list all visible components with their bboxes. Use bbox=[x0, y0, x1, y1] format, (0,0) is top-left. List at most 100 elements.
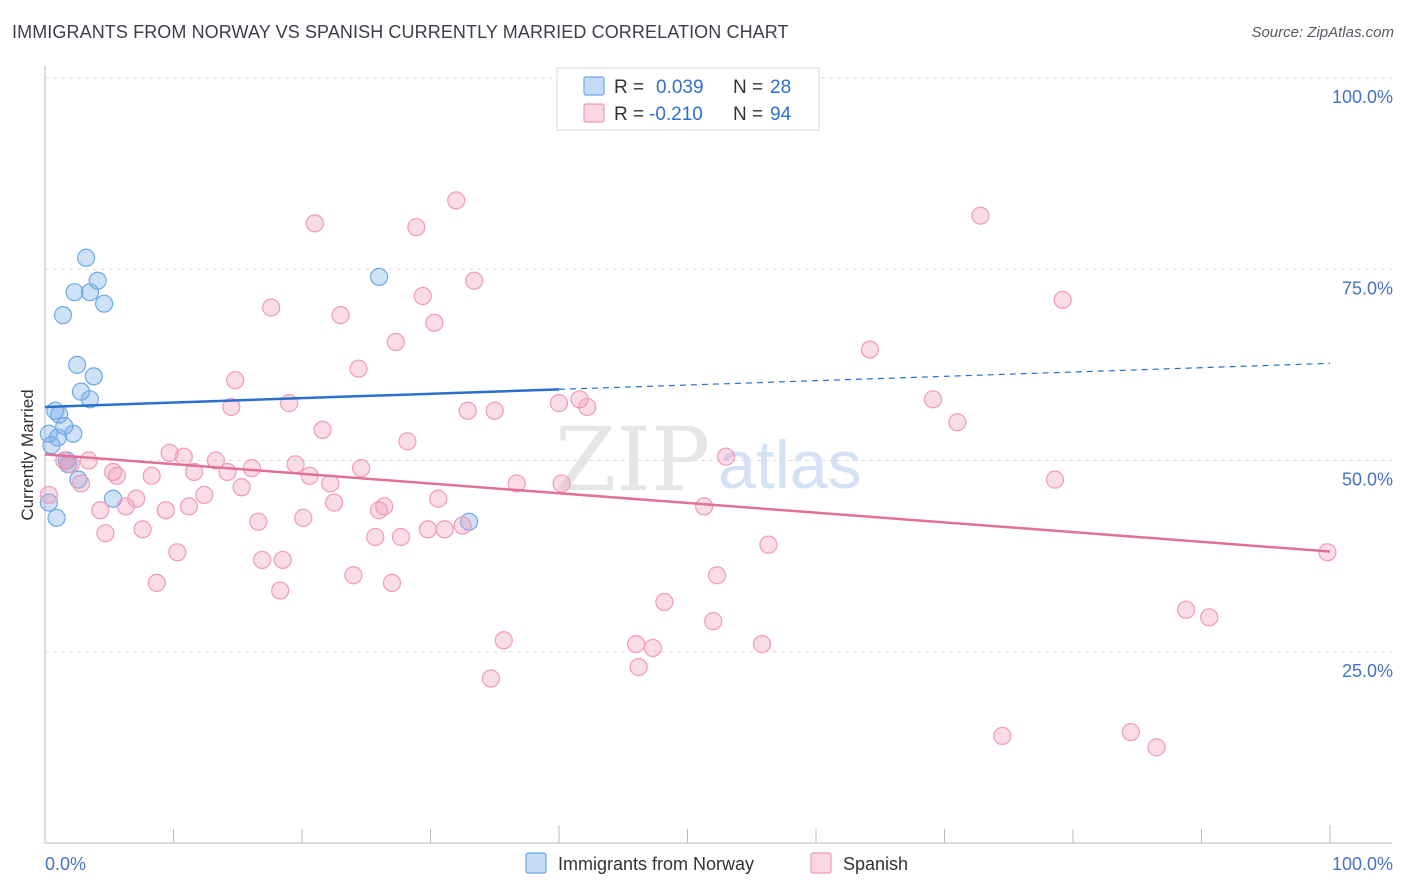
point-spanish bbox=[147, 573, 166, 593]
point-spanish bbox=[1176, 600, 1196, 619]
point-spanish bbox=[156, 501, 175, 520]
point-spanish bbox=[485, 401, 504, 420]
point-spanish bbox=[352, 459, 371, 478]
point-spanish bbox=[96, 524, 115, 543]
point-spanish bbox=[271, 581, 290, 600]
legend-r-value-norway: 0.039 bbox=[656, 77, 704, 98]
point-spanish bbox=[107, 466, 127, 485]
point-norway bbox=[95, 294, 114, 313]
point-norway bbox=[84, 367, 103, 386]
point-spanish bbox=[91, 501, 110, 520]
point-spanish bbox=[481, 669, 500, 688]
point-spanish bbox=[578, 397, 597, 417]
legend-swatch-spanish bbox=[583, 103, 605, 123]
point-spanish bbox=[465, 271, 484, 290]
point-spanish bbox=[398, 432, 417, 451]
legend-r-value-spanish: -0.210 bbox=[649, 104, 703, 125]
x-tick-label-start: 0.0% bbox=[45, 854, 86, 874]
point-spanish bbox=[375, 497, 394, 516]
legend-n-value-norway: 28 bbox=[770, 77, 791, 98]
point-spanish bbox=[142, 466, 161, 485]
point-spanish bbox=[133, 520, 152, 539]
point-norway bbox=[39, 424, 58, 443]
point-spanish bbox=[418, 520, 438, 539]
bottom-legend-label-spanish: Spanish bbox=[843, 854, 908, 874]
point-spanish bbox=[1200, 608, 1219, 627]
point-spanish bbox=[447, 191, 466, 210]
bottom-legend-swatch-spanish bbox=[810, 852, 832, 874]
legend-swatch-norway bbox=[583, 76, 605, 96]
point-norway bbox=[39, 493, 58, 512]
point-spanish bbox=[218, 462, 237, 482]
y-tick-label: 25.0% bbox=[1342, 661, 1393, 681]
point-spanish bbox=[704, 612, 723, 631]
point-spanish bbox=[305, 214, 324, 233]
point-spanish bbox=[331, 306, 350, 325]
watermark-atlas: atlas bbox=[718, 427, 862, 503]
point-spanish bbox=[413, 286, 432, 306]
point-spanish bbox=[160, 443, 179, 462]
point-spanish bbox=[1147, 738, 1166, 757]
point-spanish bbox=[752, 634, 772, 654]
point-spanish bbox=[391, 527, 411, 547]
point-spanish bbox=[195, 485, 214, 505]
point-spanish bbox=[948, 413, 967, 432]
point-spanish bbox=[1121, 722, 1140, 742]
point-spanish bbox=[179, 497, 199, 516]
point-spanish bbox=[971, 206, 990, 225]
point-spanish bbox=[429, 489, 448, 508]
y-tick-labels: 100.0% 75.0% 50.0% 25.0% bbox=[1332, 87, 1393, 681]
legend-box bbox=[556, 67, 820, 131]
point-norway bbox=[65, 283, 84, 302]
point-spanish bbox=[294, 508, 313, 527]
point-spanish bbox=[643, 638, 662, 658]
point-spanish bbox=[253, 550, 272, 570]
point-spanish bbox=[407, 218, 426, 237]
point-spanish bbox=[707, 566, 727, 585]
legend-n-value-spanish: 94 bbox=[770, 104, 792, 125]
point-spanish bbox=[226, 371, 245, 390]
point-spanish bbox=[262, 298, 281, 317]
legend-n-label-spanish: N = bbox=[733, 104, 763, 125]
trend-line-spanish bbox=[44, 453, 1331, 553]
point-norway bbox=[53, 306, 73, 325]
trend-lines bbox=[44, 362, 1331, 553]
point-spanish bbox=[695, 497, 714, 516]
point-spanish bbox=[655, 592, 674, 612]
point-spanish bbox=[386, 332, 405, 352]
point-spanish bbox=[71, 474, 91, 493]
point-spanish bbox=[507, 474, 526, 493]
point-spanish bbox=[79, 451, 98, 470]
point-spanish bbox=[174, 447, 193, 466]
x-tick-labels: 0.0% 100.0% bbox=[45, 854, 1393, 874]
legend-r-label-norway: R = bbox=[614, 77, 644, 98]
point-spanish bbox=[242, 459, 261, 478]
chart-title: IMMIGRANTS FROM NORWAY VS SPANISH CURREN… bbox=[12, 22, 789, 42]
point-spanish bbox=[425, 313, 444, 332]
point-spanish bbox=[1045, 470, 1065, 489]
point-spanish bbox=[313, 420, 332, 439]
point-spanish bbox=[127, 489, 146, 508]
point-spanish bbox=[206, 451, 226, 470]
bottom-legend-label-norway: Immigrants from Norway bbox=[558, 854, 754, 874]
point-spanish bbox=[382, 573, 402, 593]
point-spanish bbox=[184, 462, 204, 482]
grid-lines bbox=[45, 77, 1392, 653]
point-spanish bbox=[552, 474, 571, 493]
point-spanish bbox=[249, 512, 268, 531]
point-spanish bbox=[570, 390, 589, 409]
point-spanish bbox=[549, 394, 569, 413]
point-spanish bbox=[286, 455, 305, 474]
point-spanish bbox=[325, 493, 344, 512]
y-tick-label: 75.0% bbox=[1342, 278, 1393, 298]
point-spanish bbox=[435, 520, 454, 539]
point-spanish bbox=[860, 340, 880, 359]
point-norway bbox=[47, 508, 66, 527]
point-spanish bbox=[366, 527, 385, 547]
point-spanish bbox=[168, 543, 187, 562]
point-spanish bbox=[39, 485, 58, 505]
legend-top: R = 0.039 N = 28 R = -0.210 N = 94 bbox=[556, 67, 820, 131]
point-spanish bbox=[759, 535, 778, 554]
point-spanish bbox=[222, 397, 241, 417]
